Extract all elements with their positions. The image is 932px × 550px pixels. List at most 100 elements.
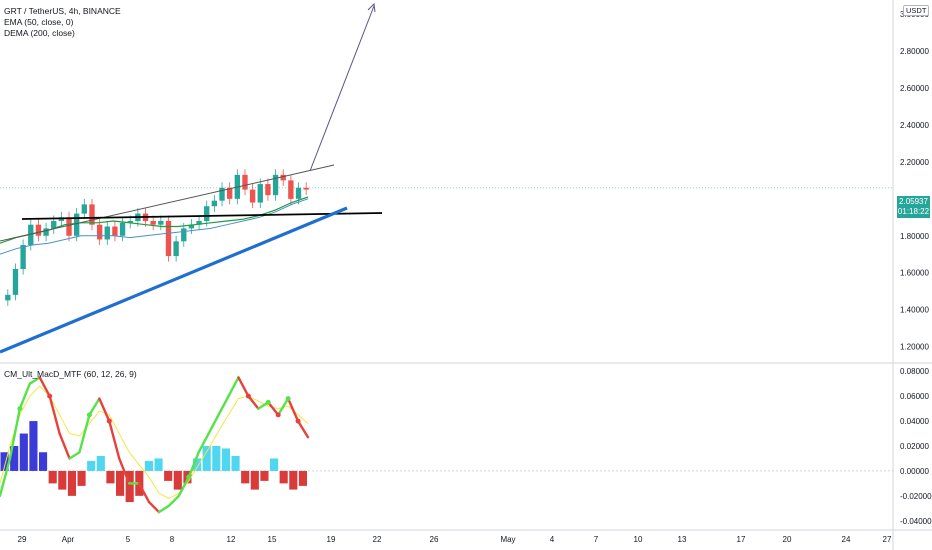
- candle-body: [188, 224, 195, 229]
- macd-line-segment: [28, 376, 41, 385]
- candle-body: [119, 222, 126, 236]
- macd-histogram-bar: [298, 470, 307, 486]
- macd-cross-dot: [295, 418, 301, 424]
- candle-body: [165, 221, 172, 257]
- macd-line-segment: [58, 432, 71, 460]
- candle-body: [181, 228, 187, 242]
- macd-histogram-bar: [116, 470, 125, 496]
- price-tick-label: 2.80000: [900, 47, 929, 56]
- time-tick-label: 20: [783, 535, 792, 544]
- candle-countdown: 01:18:22: [897, 207, 930, 216]
- macd-histogram-bar: [270, 458, 279, 471]
- time-tick-label: 26: [430, 535, 439, 544]
- time-tick-label: 27: [883, 535, 892, 544]
- currency-badge[interactable]: USDT: [903, 5, 930, 16]
- macd-cross-dot: [86, 412, 92, 418]
- candle-body: [89, 204, 95, 225]
- current-price: 2.05937: [899, 197, 928, 206]
- macd-line-segment: [237, 376, 250, 398]
- macd-cross-dot: [245, 393, 251, 399]
- macd-histogram-bar: [87, 460, 96, 471]
- macd-histogram-bar: [48, 470, 57, 484]
- candle-body: [12, 269, 19, 295]
- candle-body: [5, 294, 11, 301]
- candle-body: [35, 224, 42, 236]
- candle-body: [20, 245, 26, 269]
- macd-histogram-bar: [58, 470, 67, 490]
- macd-histogram-bar: [10, 446, 19, 471]
- macd-cross-dot: [186, 474, 192, 480]
- macd-tick-label: 0.02000: [900, 442, 929, 451]
- macd-line-segment: [276, 397, 290, 417]
- macd-line-segment: [38, 376, 51, 398]
- macd-line-segment: [68, 451, 81, 460]
- time-tick-label: 4: [550, 535, 555, 544]
- macd-histogram-bar: [0, 452, 9, 471]
- time-tick-label: 22: [373, 535, 382, 544]
- macd-line-segment: [157, 504, 171, 514]
- time-tick-label: 29: [18, 535, 27, 544]
- macd-histogram-bar: [77, 470, 86, 486]
- macd-tick-label: -0.04000: [900, 517, 932, 526]
- candle-body: [73, 213, 80, 236]
- time-tick-label: 5: [126, 535, 131, 544]
- candle-body: [272, 174, 279, 196]
- macd-line-segment: [8, 407, 22, 460]
- candle-body: [127, 221, 133, 223]
- price-tick-label: 2.60000: [900, 84, 929, 93]
- candle-body: [242, 174, 248, 190]
- macd-histogram-bar: [241, 470, 250, 484]
- macd-histogram-bar: [96, 455, 105, 471]
- time-tick-label: 7: [594, 535, 599, 544]
- macd-line-segment: [18, 382, 32, 410]
- macd-line-segment: [88, 397, 101, 417]
- candle-body: [280, 174, 286, 181]
- projection-arrow-head: [367, 2, 376, 13]
- candle-body: [219, 187, 225, 201]
- symbol-title: GRT / TetherUS, 4h, BINANCE: [4, 6, 121, 16]
- macd-line-segment: [227, 376, 240, 398]
- current-price-tag: 2.05937 01:18:22: [897, 196, 930, 218]
- macd-line-segment: [78, 413, 91, 454]
- dema-legend: DEMA (200, close): [4, 28, 75, 38]
- time-tick-label: 8: [170, 535, 175, 544]
- macd-line-segment: [0, 457, 12, 498]
- support-trend-line: [0, 206, 348, 354]
- macd-histogram-bar: [39, 452, 48, 471]
- macd-tick-label: 0.04000: [900, 417, 929, 426]
- macd-histogram-bar: [289, 470, 298, 490]
- macd-histogram-bar: [202, 446, 211, 471]
- macd-line-segment: [296, 419, 310, 439]
- candle-body: [173, 241, 179, 257]
- time-tick-label: 10: [634, 535, 643, 544]
- macd-histogram-bar: [173, 470, 182, 490]
- candle-body: [158, 221, 164, 225]
- candle-body: [104, 226, 110, 240]
- time-tick-label: 12: [227, 535, 236, 544]
- candle-body: [226, 187, 233, 199]
- time-tick-label: 19: [327, 535, 336, 544]
- macd-cross-dot: [285, 396, 291, 402]
- macd-histogram-bar: [250, 470, 259, 490]
- macd-histogram-bar: [221, 448, 230, 471]
- price-tick-label: 2.40000: [900, 121, 929, 130]
- macd-line-segment: [48, 394, 61, 435]
- price-tick-label: 1.80000: [900, 232, 929, 241]
- macd-histogram-bar: [212, 446, 221, 471]
- macd-histogram-bar: [125, 470, 134, 503]
- macd-histogram-bar: [279, 470, 288, 484]
- candle-body: [257, 184, 263, 203]
- macd-histogram-bar: [260, 470, 269, 481]
- macd-histogram-bar: [106, 470, 115, 484]
- macd-line-segment: [187, 451, 200, 479]
- candle-body: [265, 184, 271, 196]
- candle-body: [51, 221, 57, 229]
- macd-cross-dot: [275, 412, 281, 418]
- symbol-legend: GRT / TetherUS, 4h, BINANCE EMA (50, clo…: [4, 6, 121, 39]
- macd-line-segment: [177, 475, 190, 498]
- time-tick-label: 24: [842, 535, 851, 544]
- price-tick-label: 1.60000: [900, 269, 929, 278]
- price-tick-label: 1.20000: [900, 343, 929, 352]
